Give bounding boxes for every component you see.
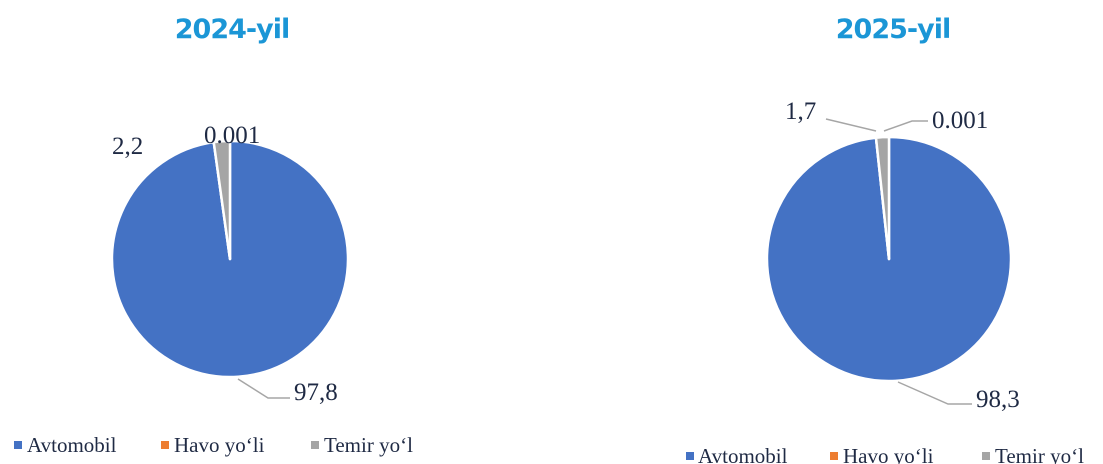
legend-label-avtomobil-2025: Avtomobil — [698, 444, 788, 464]
data-label-temir-2024: 2,2 — [112, 133, 143, 160]
data-label-avtomobil-2025: 98,3 — [976, 386, 1020, 413]
legend-label-temir-2024: Temir yo‘l — [324, 433, 413, 457]
legend-label-havo-2024: Havo yo‘li — [174, 433, 265, 457]
data-label-avtomobil-2024: 97,8 — [294, 379, 338, 406]
legend-swatch-avtomobil-2025 — [686, 452, 694, 460]
chart-2024: 2024-yil 97,8 0.001 2,2 — [110, 14, 350, 406]
legend-label-havo-2025: Havo yo‘li — [843, 444, 934, 464]
data-label-havo-2025: 0.001 — [932, 107, 988, 134]
data-label-temir-2025: 1,7 — [785, 98, 816, 125]
legend-2025: Avtomobil Havo yo‘li Temir yo‘l — [686, 444, 1084, 464]
pie-slice-temir-2025 — [874, 135, 891, 261]
legend-swatch-havo-2025 — [830, 452, 838, 460]
pie-2025 — [765, 135, 1013, 383]
pie-2024 — [110, 139, 350, 379]
leader-line-temir-2025 — [825, 118, 877, 132]
leader-line-havo-2025 — [883, 120, 928, 132]
data-label-havo-2024: 0.001 — [204, 122, 260, 149]
chart-title-2025: 2025-yil — [836, 14, 950, 45]
legend-swatch-temir-2025 — [982, 452, 990, 460]
legend-swatch-temir-2024 — [311, 441, 319, 449]
pie-slice-temir-2024 — [212, 139, 232, 261]
legend-2024: Avtomobil Havo yo‘li Temir yo‘l — [14, 433, 413, 457]
leader-line-avtomobil-2024 — [237, 378, 290, 399]
leader-line-avtomobil-2025 — [897, 381, 972, 405]
chart-2025: 2025-yil 98,3 0.001 1,7 — [765, 14, 1020, 413]
legend-label-temir-2025: Temir yo‘l — [995, 444, 1084, 464]
chart-title-2024: 2024-yil — [175, 14, 289, 45]
legend-label-avtomobil-2024: Avtomobil — [27, 433, 117, 457]
legend-swatch-havo-2024 — [161, 441, 169, 449]
legend-swatch-avtomobil-2024 — [14, 441, 22, 449]
